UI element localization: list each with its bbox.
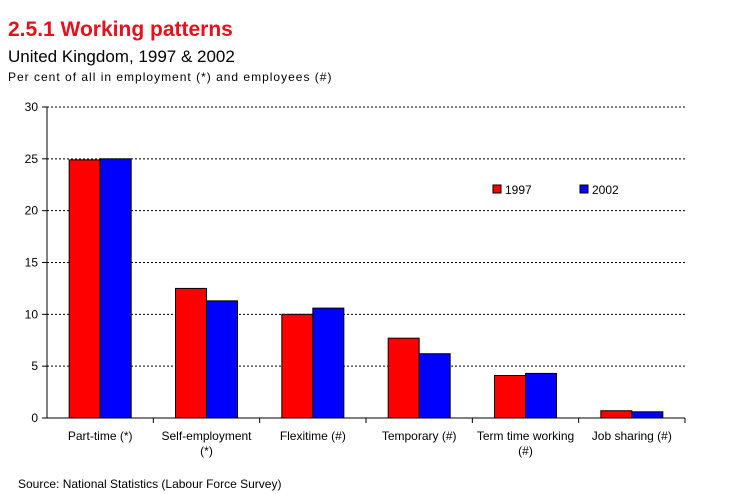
chart-subtitle: United Kingdom, 1997 & 2002 bbox=[8, 47, 235, 66]
x-category-label: Part-time (*) bbox=[68, 429, 133, 443]
bar-1997 bbox=[175, 287, 207, 419]
x-category-label: Term time working bbox=[477, 429, 574, 443]
x-category-label: (#) bbox=[518, 444, 533, 458]
y-tick-label: 10 bbox=[25, 307, 39, 321]
bar-2002 bbox=[525, 372, 557, 419]
x-category-label: Self-employment bbox=[161, 429, 252, 443]
bar-2002 bbox=[631, 411, 664, 419]
y-tick-label: 0 bbox=[31, 411, 38, 425]
legend-label-2002: 2002 bbox=[592, 183, 619, 197]
x-category-label: Flexitime (#) bbox=[280, 429, 346, 443]
bar-1997 bbox=[68, 159, 101, 419]
chart-units-label: Per cent of all in employment (*) and em… bbox=[8, 70, 333, 84]
y-tick-label: 30 bbox=[25, 100, 39, 114]
y-tick-label: 5 bbox=[31, 359, 38, 373]
x-category-label: Job sharing (#) bbox=[592, 429, 672, 443]
bar-2002 bbox=[418, 353, 451, 419]
legend-swatch-2002 bbox=[579, 184, 589, 194]
y-tick-label: 15 bbox=[25, 256, 39, 270]
bar-1997 bbox=[387, 337, 420, 419]
source-note: Source: National Statistics (Labour Forc… bbox=[18, 477, 282, 491]
bar-2002 bbox=[206, 300, 238, 419]
bar-2002 bbox=[312, 307, 345, 419]
x-category-label: (*) bbox=[200, 444, 213, 458]
x-category-label: Temporary (#) bbox=[382, 429, 457, 443]
bar-2002 bbox=[99, 158, 132, 419]
chart-title: 2.5.1 Working patterns bbox=[8, 18, 233, 41]
bar-1997 bbox=[494, 374, 526, 419]
bar-1997 bbox=[600, 410, 633, 419]
bar-1997 bbox=[281, 313, 314, 419]
legend-swatch-1997 bbox=[492, 184, 502, 194]
y-tick-label: 20 bbox=[25, 204, 39, 218]
legend-label-1997: 1997 bbox=[505, 183, 532, 197]
y-tick-label: 25 bbox=[25, 152, 39, 166]
